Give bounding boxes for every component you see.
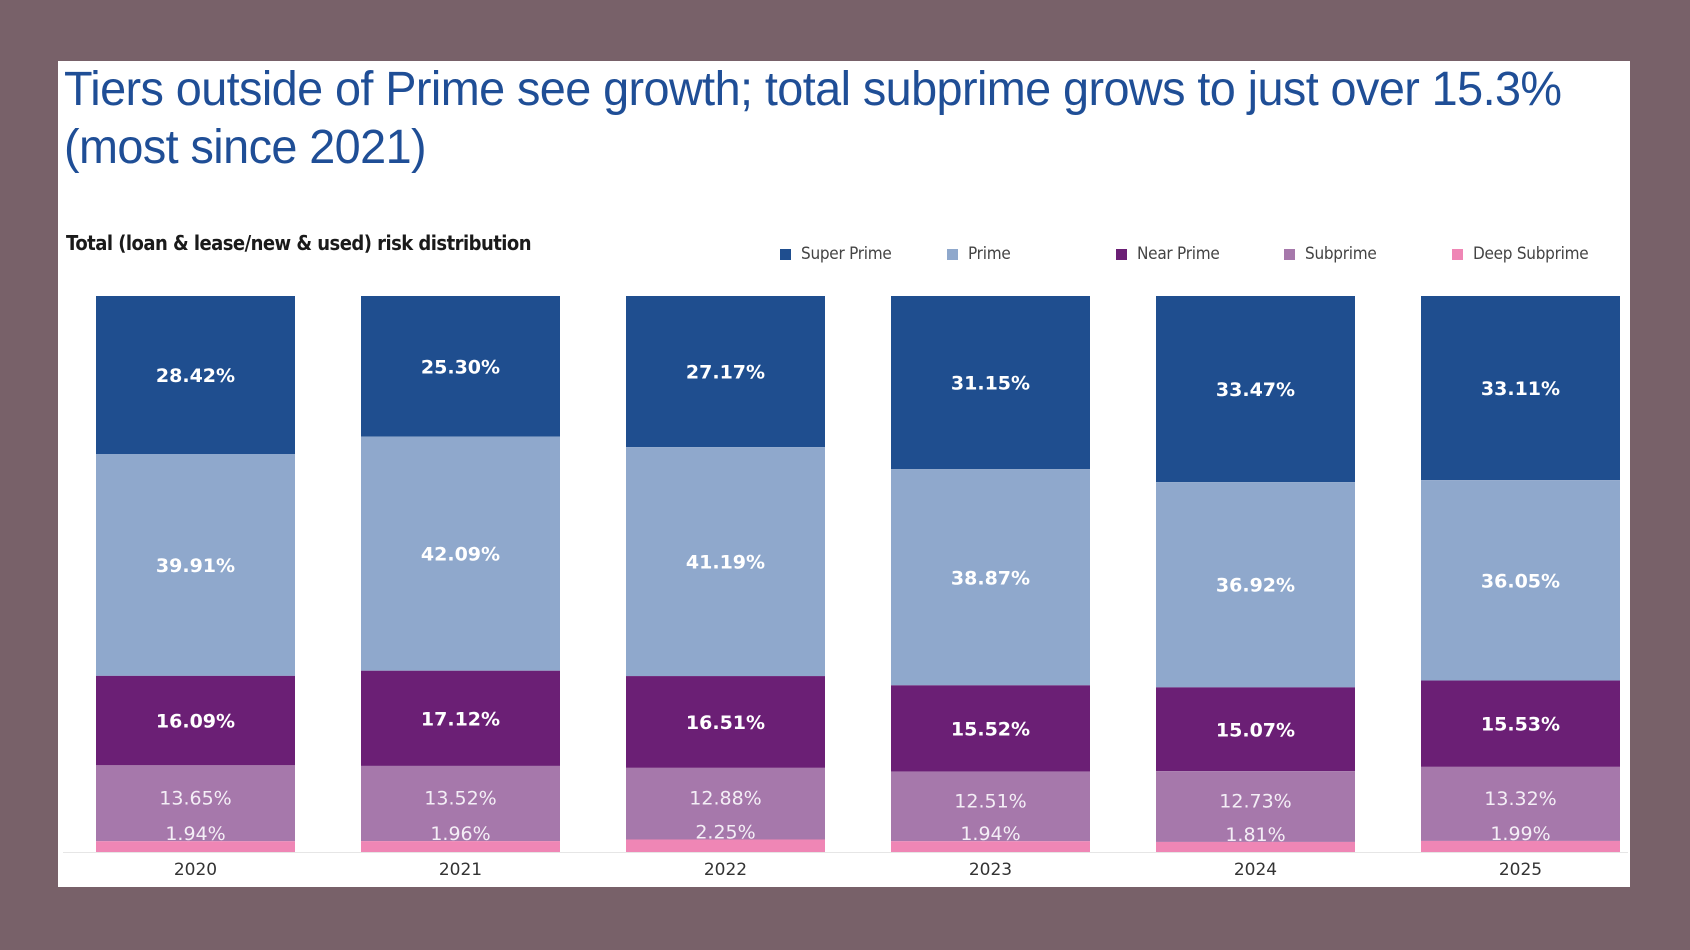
data-label-subprime-2021: 13.52% (424, 788, 496, 810)
legend-swatch-subprime (1284, 248, 1295, 260)
data-label-deep-subprime-2024: 1.81% (1225, 824, 1285, 846)
bar-segment-subprime-2025 (1421, 766, 1620, 841)
data-label-subprime-2025: 13.32% (1484, 788, 1556, 810)
x-tick-label-2021: 2021 (439, 860, 482, 880)
legend-swatch-prime (947, 248, 958, 260)
bar-segment-super-prime-2025 (1421, 296, 1620, 481)
x-tick-label-2022: 2022 (704, 860, 747, 880)
bar-segment-deep-subprime-2025 (1421, 840, 1620, 852)
bar-segment-super-prime-2023 (891, 296, 1090, 470)
bar-segment-near-prime-2021 (361, 670, 560, 766)
bar-segment-near-prime-2023 (891, 685, 1090, 772)
legend-swatch-deep-subprime (1452, 248, 1463, 260)
data-label-subprime-2020: 13.65% (159, 787, 231, 809)
legend-label: Near Prime (1137, 244, 1220, 264)
data-label-deep-subprime-2020: 1.94% (165, 823, 225, 845)
bar-segment-deep-subprime-2021 (361, 841, 560, 852)
bar-segment-super-prime-2024 (1156, 296, 1355, 483)
chart-panel: Tiers outside of Prime see growth; total… (58, 61, 1630, 887)
stacked-bar-chart: 28.42% 39.91% 16.09% 13.65% 1.94% 2020 25.30% 4… (63, 296, 1628, 880)
bar-segment-deep-subprime-2024 (1156, 841, 1355, 852)
bar-segment-near-prime-2025 (1421, 680, 1620, 767)
bar-segment-near-prime-2024 (1156, 687, 1355, 772)
data-label-subprime-2022: 12.88% (689, 788, 761, 810)
bar-2023: 31.15% 38.87% 15.52% 12.51% 1.94% (891, 296, 1090, 852)
data-label-prime-2023: 38.87% (951, 567, 1030, 589)
bar-segment-subprime-2021 (361, 765, 560, 842)
data-label-super-prime-2023: 31.15% (951, 373, 1030, 395)
data-label-subprime-2024: 12.73% (1219, 791, 1291, 813)
bar-segment-near-prime-2022 (626, 676, 825, 768)
data-label-prime-2021: 42.09% (421, 544, 500, 566)
legend-item-prime: Prime (947, 244, 1015, 264)
data-label-prime-2025: 36.05% (1481, 570, 1560, 592)
bar-segment-subprime-2024 (1156, 771, 1355, 842)
data-label-super-prime-2025: 33.11% (1481, 378, 1560, 400)
bar-segment-prime-2023 (891, 469, 1090, 686)
legend-label: Deep Subprime (1473, 244, 1589, 264)
data-label-near-prime-2020: 16.09% (156, 711, 235, 733)
chart-title: Tiers outside of Prime see growth; total… (64, 63, 1562, 174)
bar-segment-super-prime-2020 (96, 296, 295, 454)
data-label-near-prime-2022: 16.51% (686, 712, 765, 734)
x-tick-label-2023: 2023 (969, 860, 1012, 880)
bar-2025: 33.11% 36.05% 15.53% 13.32% 1.99% (1421, 296, 1620, 852)
data-label-super-prime-2021: 25.30% (421, 356, 500, 378)
bar-segment-prime-2020 (96, 453, 295, 676)
legend-item-subprime: Subprime (1284, 244, 1384, 264)
bar-2020: 28.42% 39.91% 16.09% 13.65% 1.94% (96, 296, 295, 852)
bar-2022: 27.17% 41.19% 16.51% 12.88% 2.25% (626, 296, 825, 852)
legend-label: Super Prime (801, 244, 892, 264)
bar-segment-prime-2025 (1421, 480, 1620, 681)
data-label-super-prime-2022: 27.17% (686, 362, 765, 384)
bar-segment-prime-2021 (361, 436, 560, 671)
legend-item-super-prime: Super Prime (780, 244, 902, 264)
data-label-subprime-2023: 12.51% (954, 790, 1026, 812)
legend-swatch-near-prime (1116, 248, 1127, 260)
data-label-prime-2022: 41.19% (686, 552, 765, 574)
data-label-near-prime-2021: 17.12% (421, 708, 500, 730)
data-label-deep-subprime-2023: 1.94% (960, 823, 1020, 845)
data-label-prime-2020: 39.91% (156, 555, 235, 577)
bar-2021: 25.30% 42.09% 17.12% 13.52% 1.96% (361, 296, 560, 852)
bar-segment-prime-2022 (626, 447, 825, 677)
data-label-prime-2024: 36.92% (1216, 575, 1295, 597)
bar-segment-near-prime-2020 (96, 675, 295, 766)
x-tick-label-2025: 2025 (1499, 860, 1542, 880)
bar-2024: 33.47% 36.92% 15.07% 12.73% 1.81% (1156, 296, 1355, 852)
data-label-deep-subprime-2022: 2.25% (695, 821, 755, 843)
data-label-super-prime-2020: 28.42% (156, 365, 235, 387)
x-tick-label-2024: 2024 (1234, 860, 1277, 880)
bar-segment-prime-2024 (1156, 482, 1355, 688)
legend-label: Prime (968, 244, 1011, 264)
data-label-deep-subprime-2021: 1.96% (430, 823, 490, 845)
x-tick-label-2020: 2020 (174, 860, 217, 880)
data-label-deep-subprime-2025: 1.99% (1490, 823, 1550, 845)
bar-segment-super-prime-2021 (361, 296, 560, 437)
data-label-near-prime-2025: 15.53% (1481, 714, 1560, 736)
bar-segment-super-prime-2022 (626, 296, 825, 448)
bar-segment-deep-subprime-2022 (626, 839, 825, 852)
data-label-near-prime-2024: 15.07% (1216, 719, 1295, 741)
chart-subtitle: Total (loan & lease/new & used) risk dis… (66, 231, 532, 255)
bar-segment-subprime-2023 (891, 771, 1090, 842)
legend-label: Subprime (1305, 244, 1377, 264)
legend-item-near-prime: Near Prime (1116, 244, 1229, 264)
data-label-super-prime-2024: 33.47% (1216, 379, 1295, 401)
data-label-near-prime-2023: 15.52% (951, 719, 1030, 741)
bar-segment-subprime-2020 (96, 765, 295, 842)
legend-swatch-super-prime (780, 248, 791, 260)
legend-item-deep-subprime: Deep Subprime (1452, 244, 1601, 264)
bar-segment-deep-subprime-2020 (96, 841, 295, 852)
bar-segment-deep-subprime-2023 (891, 841, 1090, 852)
bar-segment-subprime-2022 (626, 767, 825, 840)
